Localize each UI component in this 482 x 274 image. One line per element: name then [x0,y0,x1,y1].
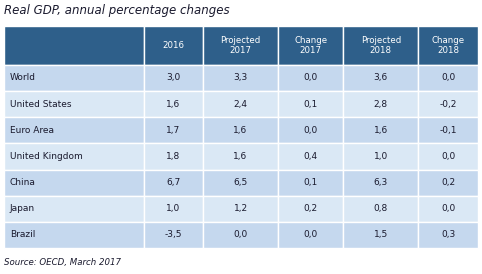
Text: 0,0: 0,0 [441,152,455,161]
Bar [278,143,343,170]
Bar [418,143,478,170]
Text: 0,0: 0,0 [441,204,455,213]
Bar [203,170,278,196]
Bar [343,170,418,196]
Text: 1,6: 1,6 [233,152,248,161]
Bar [144,196,203,222]
Text: Change
2018: Change 2018 [431,36,465,55]
Bar [418,26,478,65]
Bar [144,65,203,91]
Text: -3,5: -3,5 [165,230,182,239]
Bar [418,222,478,248]
Text: 1,7: 1,7 [166,126,181,135]
Text: 0,0: 0,0 [233,230,248,239]
Text: 1,6: 1,6 [233,126,248,135]
Text: 2016: 2016 [162,41,185,50]
Bar [278,65,343,91]
Bar [418,170,478,196]
Bar [343,65,418,91]
Text: United States: United States [10,99,71,109]
Bar [203,26,278,65]
Bar [144,222,203,248]
Bar [418,117,478,143]
Bar [4,222,144,248]
Text: 0,1: 0,1 [304,178,318,187]
Bar [203,117,278,143]
Text: 0,4: 0,4 [304,152,318,161]
Bar [4,196,144,222]
Bar [278,196,343,222]
Text: Euro Area: Euro Area [10,126,54,135]
Text: -0,2: -0,2 [440,99,457,109]
Bar [343,26,418,65]
Bar [343,91,418,117]
Text: 0,1: 0,1 [304,99,318,109]
Bar [4,91,144,117]
Bar [144,170,203,196]
Bar [343,222,418,248]
Text: 6,3: 6,3 [374,178,388,187]
Text: 0,2: 0,2 [304,204,318,213]
Text: 1,2: 1,2 [233,204,248,213]
Text: 6,7: 6,7 [166,178,181,187]
Bar [4,170,144,196]
Text: 3,3: 3,3 [233,73,248,82]
Bar [144,117,203,143]
Text: Brazil: Brazil [10,230,35,239]
Text: Japan: Japan [10,204,35,213]
Bar [278,26,343,65]
Bar [4,117,144,143]
Bar [278,222,343,248]
Bar [203,65,278,91]
Bar [144,26,203,65]
Bar [278,117,343,143]
Bar [144,91,203,117]
Text: 1,5: 1,5 [374,230,388,239]
Bar [4,65,144,91]
Text: -0,1: -0,1 [440,126,457,135]
Text: 1,0: 1,0 [166,204,181,213]
Bar [203,143,278,170]
Text: Change
2017: Change 2017 [294,36,327,55]
Bar [278,91,343,117]
Bar [343,143,418,170]
Bar [418,196,478,222]
Text: 0,8: 0,8 [374,204,388,213]
Text: 3,0: 3,0 [166,73,181,82]
Text: Source: OECD, March 2017: Source: OECD, March 2017 [4,258,121,267]
Bar [418,65,478,91]
Text: 1,8: 1,8 [166,152,181,161]
Bar [203,222,278,248]
Text: 0,2: 0,2 [441,178,455,187]
Text: 2,8: 2,8 [374,99,388,109]
Bar [418,91,478,117]
Bar [203,91,278,117]
Text: World: World [10,73,36,82]
Text: 1,6: 1,6 [166,99,181,109]
Bar [203,196,278,222]
Bar [343,117,418,143]
Text: Projected
2017: Projected 2017 [220,36,261,55]
Text: Real GDP, annual percentage changes: Real GDP, annual percentage changes [4,4,229,17]
Text: 0,0: 0,0 [304,230,318,239]
Text: 0,0: 0,0 [304,73,318,82]
Bar [4,143,144,170]
Text: 3,6: 3,6 [374,73,388,82]
Text: 1,0: 1,0 [374,152,388,161]
Text: United Kingdom: United Kingdom [10,152,82,161]
Text: China: China [10,178,36,187]
Text: 0,3: 0,3 [441,230,455,239]
Text: 2,4: 2,4 [233,99,248,109]
Text: Projected
2018: Projected 2018 [361,36,401,55]
Text: 6,5: 6,5 [233,178,248,187]
Text: 1,6: 1,6 [374,126,388,135]
Text: 0,0: 0,0 [441,73,455,82]
Bar [343,196,418,222]
Bar [4,26,144,65]
Bar [278,170,343,196]
Text: 0,0: 0,0 [304,126,318,135]
Bar [144,143,203,170]
